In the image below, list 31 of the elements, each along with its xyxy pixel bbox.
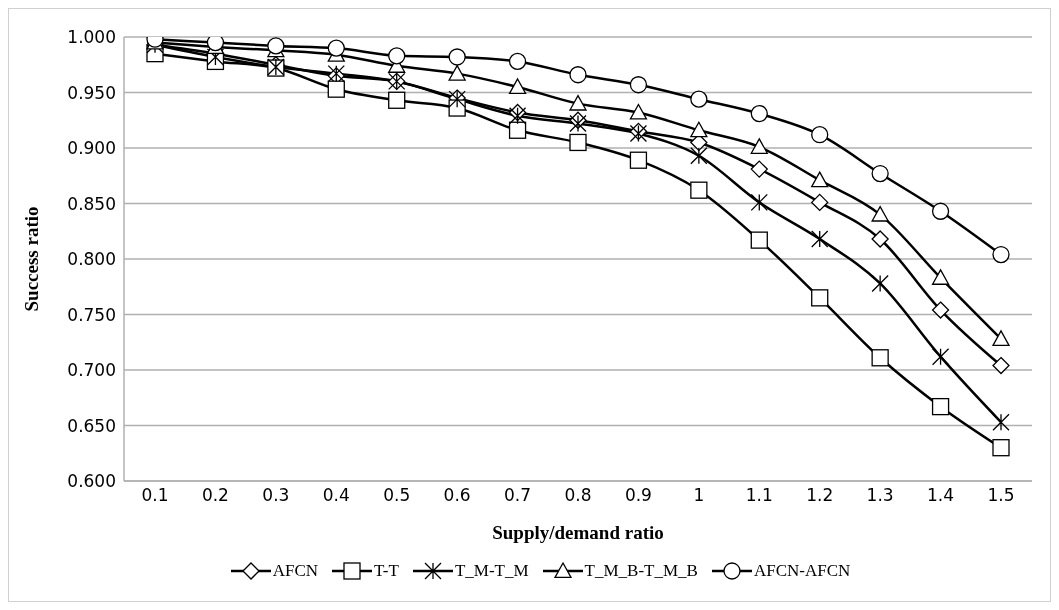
x-tick-label: 1 (693, 485, 705, 506)
x-tick-label: 0.4 (322, 485, 350, 506)
y-tick-label: 0.700 (67, 360, 116, 381)
y-tick-label: 0.600 (67, 471, 116, 492)
x-tick-label: 0.7 (504, 485, 532, 506)
legend-label: AFCN (272, 561, 319, 581)
y-tick-label: 0.800 (67, 249, 116, 270)
y-tick-label: 0.850 (67, 193, 116, 214)
legend-label: T_M_B-T_M_B (584, 561, 698, 581)
x-tick-label: 0.2 (201, 485, 229, 506)
y-tick-label: 0.750 (67, 304, 116, 325)
y-axis-title: Success ratio (20, 206, 42, 312)
x-tick-label: 0.9 (624, 485, 652, 506)
x-tick-label: 1.4 (927, 485, 955, 506)
x-tick-label: 0.6 (443, 485, 471, 506)
x-tick-label: 0.1 (141, 485, 169, 506)
x-axis-title: Supply/demand ratio (492, 522, 664, 543)
legend-label: T-T (374, 561, 399, 581)
x-tick-label: 1.1 (745, 485, 773, 506)
legend-label: T_M-T_M (454, 561, 529, 581)
x-tick-label: 0.5 (383, 485, 411, 506)
y-tick-label: 0.950 (67, 82, 116, 103)
x-tick-label: 1.3 (866, 485, 894, 506)
y-tick-label: 1.000 (67, 27, 116, 48)
x-tick-label: 1.2 (806, 485, 834, 506)
y-tick-label: 0.650 (67, 415, 116, 436)
y-tick-label: 0.900 (67, 138, 116, 159)
x-tick-label: 0.8 (564, 485, 592, 506)
legend-label: AFCN-AFCN (753, 561, 851, 581)
x-tick-label: 1.5 (987, 485, 1015, 506)
x-tick-label: 0.3 (262, 485, 290, 506)
